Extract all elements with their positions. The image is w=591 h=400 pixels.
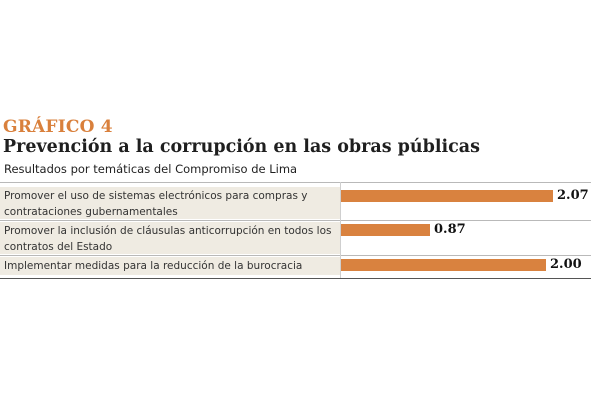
category-label-1: Promover el uso de sistemas electrónicos…	[4, 190, 308, 218]
row-divider-1	[0, 220, 591, 221]
bar-1	[341, 190, 553, 202]
bar-2	[341, 224, 430, 236]
row-background-2: Promover la inclusión de cláusulas antic…	[0, 222, 340, 254]
bar-value-label-1: 2.07	[557, 188, 589, 203]
top-divider	[0, 182, 591, 183]
row-background-3: Implementar medidas para la reducción de…	[0, 257, 340, 275]
bar-value-label-2: 0.87	[434, 222, 466, 237]
bar-3	[341, 259, 546, 271]
row-divider-2	[0, 255, 591, 256]
chart-title: Prevención a la corrupción en las obras …	[3, 137, 480, 157]
bottom-rule	[0, 278, 591, 279]
bar-axis-line	[340, 182, 341, 278]
category-label-3: Implementar medidas para la reducción de…	[4, 260, 303, 272]
category-label-2: Promover la inclusión de cláusulas antic…	[4, 225, 332, 253]
chart-subtitle: Resultados por temáticas del Compromiso …	[4, 162, 298, 176]
chart-kicker: GRÁFICO 4	[3, 117, 113, 137]
row-background-1: Promover el uso de sistemas electrónicos…	[0, 187, 340, 219]
bar-value-label-3: 2.00	[550, 257, 582, 272]
